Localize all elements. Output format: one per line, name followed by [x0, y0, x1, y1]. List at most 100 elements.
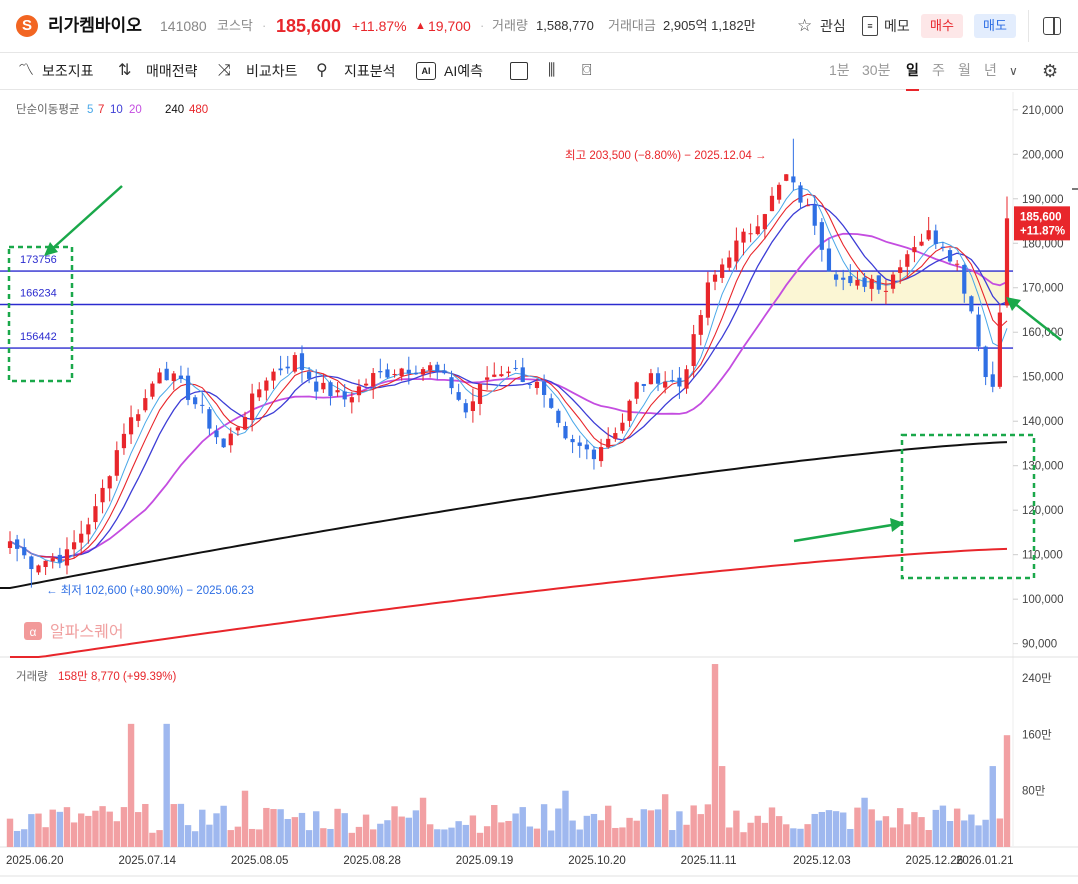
candle-body: [805, 205, 810, 207]
volume-bar: [982, 819, 989, 847]
buy-button[interactable]: 매수: [921, 14, 963, 38]
volume-bar: [248, 828, 256, 847]
candle-body: [791, 176, 796, 183]
volume-bar: [889, 827, 897, 847]
candle-body: [328, 382, 333, 397]
candle-body: [698, 315, 703, 335]
sell-button[interactable]: 매도: [974, 14, 1016, 38]
period-year[interactable]: 년: [984, 62, 997, 78]
star-icon[interactable]: ☆: [797, 16, 813, 35]
candle-body: [641, 383, 646, 386]
candle-body: [492, 374, 497, 377]
chevron-down-icon[interactable]: ∨: [1009, 64, 1018, 78]
candle-body: [869, 278, 874, 289]
period-month[interactable]: 월: [958, 62, 971, 78]
candle-body: [50, 558, 55, 562]
period-1min[interactable]: 1분: [829, 62, 850, 78]
candle-body: [335, 390, 340, 393]
gear-icon[interactable]: ⚙: [1042, 61, 1059, 81]
volume-bar: [313, 811, 320, 847]
candle-body: [855, 279, 860, 286]
candle-body: [741, 231, 746, 243]
candle-body: [449, 377, 454, 389]
candle-body: [812, 204, 817, 226]
candle-body: [86, 524, 91, 535]
volume-bar: [953, 808, 961, 847]
camera-icon[interactable]: ⌼: [582, 62, 592, 79]
candle-body: [627, 400, 632, 421]
candle-body: [926, 230, 931, 240]
candle-body: [307, 371, 312, 379]
volume-bar: [533, 828, 541, 847]
volume-bar: [277, 809, 284, 847]
candle-body: [898, 267, 903, 273]
volume-bar: [199, 809, 206, 847]
candle-body: [848, 276, 853, 284]
volume-bar: [1003, 735, 1011, 847]
tool-strategy[interactable]: 매매전략: [146, 63, 198, 79]
candle-body: [862, 277, 867, 287]
chart-toolbar: 〽 보조지표 ⇅ 매매전략 ⤨ 비교차트 ⚲ 지표분석 AI AI예측 ⫼ ⌼ …: [0, 53, 1078, 91]
volume-bar: [184, 825, 192, 847]
candle-body: [883, 290, 889, 292]
price-axis-tick: 100,000: [1022, 594, 1064, 606]
period-week[interactable]: 주: [932, 62, 945, 78]
candle-icon[interactable]: ⫼: [548, 62, 556, 79]
current-price-label: 185,600: [1020, 211, 1062, 223]
candle-body: [634, 382, 639, 399]
candle-body: [178, 375, 184, 379]
volume-bar: [13, 830, 21, 847]
volume-bar: [690, 805, 697, 847]
tool-compare[interactable]: 비교차트: [246, 63, 298, 79]
annotation-box-left: [7, 245, 74, 383]
change-percent: +11.87%: [352, 18, 407, 34]
favorite-button[interactable]: 관심: [820, 18, 846, 34]
stock-name[interactable]: 리가켐바이오: [48, 16, 142, 35]
period-30min[interactable]: 30분: [862, 62, 891, 78]
volume-bar: [163, 723, 170, 847]
volume-bar: [726, 827, 733, 847]
volume-bar: [847, 828, 854, 847]
price-axis-tick: 90,000: [1022, 639, 1057, 651]
volume-bar: [961, 820, 968, 847]
x-axis-date: 2025.08.28: [343, 855, 401, 867]
volume-bar: [462, 824, 469, 847]
tool-ai-forecast[interactable]: AI예측: [444, 63, 483, 79]
candle-body: [43, 560, 48, 568]
candle-body: [171, 373, 176, 382]
volume-bar: [455, 821, 462, 847]
volume-bar: [320, 828, 327, 847]
stock-header: S 리가켐바이오 141080 코스닥 · 185,600 +11.87% ▲ …: [0, 0, 1078, 53]
price-axis-tick: 120,000: [1022, 505, 1064, 517]
candle-body: [549, 398, 554, 408]
volume-bar: [640, 809, 648, 847]
candle-body: [57, 554, 62, 563]
period-day[interactable]: 일: [906, 53, 919, 91]
volume-bar: [156, 830, 163, 847]
memo-button[interactable]: 메모: [884, 18, 910, 34]
analysis-icon: ⚲: [316, 62, 328, 79]
side-panel-icon[interactable]: [1043, 17, 1061, 35]
volume-bar: [170, 804, 177, 847]
ai-icon: AI: [416, 62, 436, 80]
annotation-arrow-bottom: [793, 523, 893, 543]
volume-bar: [804, 824, 811, 847]
volume-bar: [548, 830, 555, 847]
memo-icon[interactable]: ≡: [862, 16, 878, 36]
volume-bar: [227, 830, 234, 847]
draw-box-icon[interactable]: [510, 62, 528, 80]
candle-body: [534, 381, 540, 388]
price-axis-tick: 170,000: [1022, 283, 1064, 295]
ma-legend-20: 20: [129, 104, 142, 116]
candle-body: [371, 373, 376, 387]
tool-analysis[interactable]: 지표분석: [344, 63, 396, 79]
candle-body: [463, 403, 468, 413]
candle-body: [185, 375, 191, 400]
candle-body: [64, 549, 70, 566]
volume-bar: [783, 824, 790, 847]
candle-body: [363, 383, 369, 386]
volume-bar: [697, 814, 704, 847]
tool-indicators[interactable]: 보조지표: [42, 63, 94, 79]
volume-bar: [597, 820, 605, 847]
